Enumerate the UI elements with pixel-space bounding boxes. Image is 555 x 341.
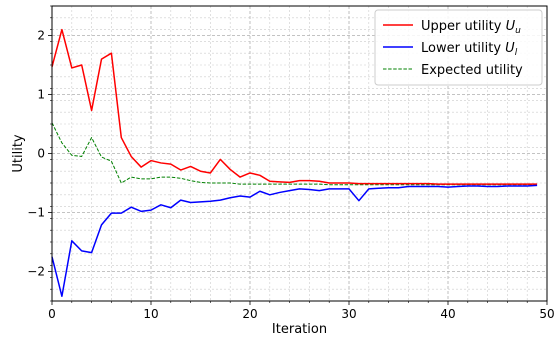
legend-box <box>374 9 543 86</box>
y-tick-label: −2 <box>27 265 45 279</box>
axis-ticks: 0 10 20 30 40 50 −2 −1 0 1 2 <box>27 5 555 321</box>
series-layer <box>51 28 538 298</box>
x-tick-label: 50 <box>539 307 554 321</box>
legend-entry-label: Lower utility Ul <box>421 41 518 58</box>
y-tick-label: 2 <box>37 29 45 43</box>
legend-entry-label: Expected utility <box>421 63 523 78</box>
x-tick-label: 0 <box>48 307 56 321</box>
x-axis-label: Iteration <box>272 322 327 337</box>
x-tick-label: 30 <box>341 307 356 321</box>
series-line-lower-utility <box>51 184 538 298</box>
y-tick-label: −1 <box>27 206 45 220</box>
series-line-upper-utility <box>51 28 538 185</box>
major-grid <box>51 6 548 301</box>
x-tick-label: 10 <box>143 307 158 321</box>
y-tick-label: 0 <box>37 147 45 161</box>
x-tick-label: 20 <box>242 307 257 321</box>
y-axis-label: Utility <box>11 134 26 173</box>
series-line-expected-utility <box>51 122 538 186</box>
x-tick-label: 40 <box>440 307 455 321</box>
legend-entry-label: Upper utility Uu <box>421 19 521 36</box>
y-tick-label: 1 <box>37 88 45 102</box>
legend: Upper utility Uu Lower utility Ul Expected… <box>374 9 543 86</box>
